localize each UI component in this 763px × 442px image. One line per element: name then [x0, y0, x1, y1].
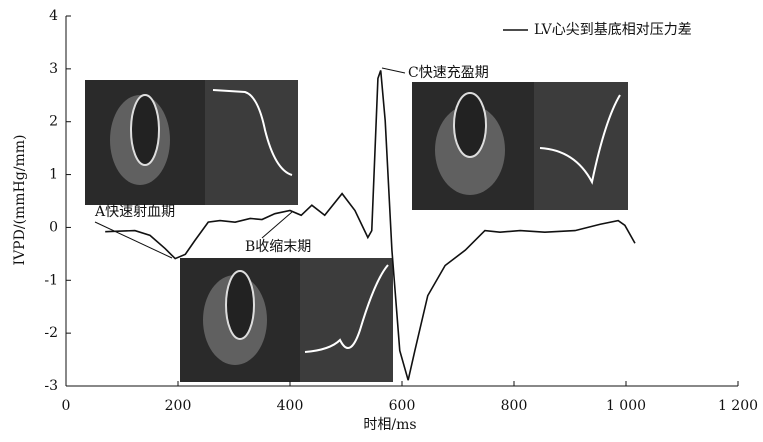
y-axis-label: IVPD/(mmHg/mm): [12, 135, 28, 266]
y-tick-label: -1: [44, 272, 58, 288]
data-line: [105, 70, 636, 381]
y-tick-label: 1: [49, 167, 58, 183]
x-tick-label: 400: [277, 398, 304, 414]
legend-label: LV心尖到基底相对压力差: [534, 21, 692, 38]
x-tick-label: 0: [62, 398, 71, 414]
x-axis-label: 时相/ms: [363, 417, 416, 433]
x-tick-label: 800: [501, 398, 528, 414]
x-tick-label: 600: [389, 398, 416, 414]
annotation: C快速充盈期: [408, 65, 489, 81]
annotation: A快速射血期: [94, 204, 175, 220]
y-tick-label: -2: [44, 325, 58, 341]
y-tick-label: 0: [49, 219, 58, 235]
leader-b: [261, 211, 293, 239]
leader-c: [381, 67, 406, 74]
annotation: B收缩末期: [245, 239, 311, 255]
inset-c: [412, 82, 628, 210]
inset-b: [180, 258, 393, 382]
x-tick-label: 1 200: [718, 398, 758, 414]
x-tick-label: 1 000: [606, 398, 646, 414]
y-tick-label: 2: [49, 114, 58, 130]
x-tick-label: 200: [165, 398, 192, 414]
inset-a: [85, 80, 298, 205]
y-tick-label: 3: [49, 61, 58, 77]
y-tick-label: -3: [44, 378, 58, 394]
leader-a: [94, 221, 173, 259]
y-tick-label: 4: [49, 8, 58, 24]
